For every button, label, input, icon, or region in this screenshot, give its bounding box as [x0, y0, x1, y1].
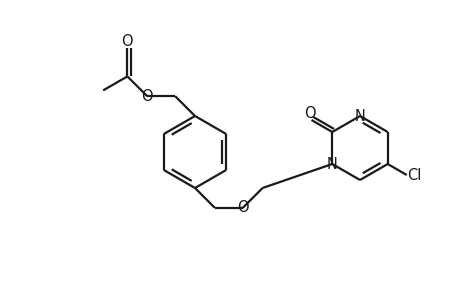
Text: Cl: Cl: [407, 167, 421, 182]
Text: O: O: [236, 200, 248, 215]
Text: O: O: [141, 89, 153, 104]
Text: O: O: [121, 34, 133, 49]
Text: N: N: [354, 109, 364, 124]
Text: N: N: [326, 157, 337, 172]
Text: O: O: [303, 106, 314, 121]
